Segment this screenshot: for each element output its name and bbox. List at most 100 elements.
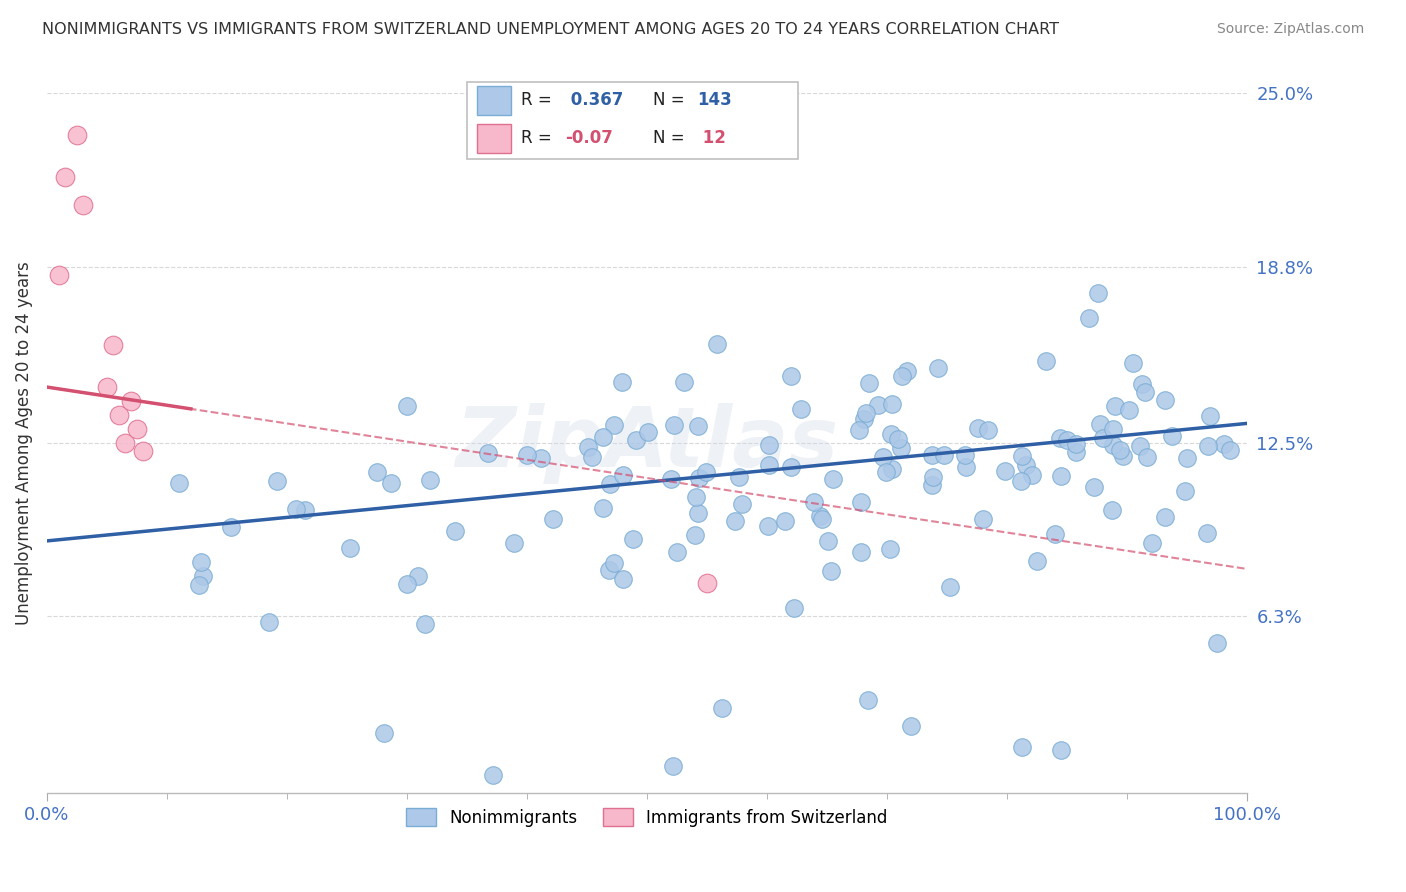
- Nonimmigrants: [685, 490, 707, 504]
- Nonimmigrants: [1035, 354, 1057, 368]
- Immigrants from Switzerland: [696, 575, 718, 590]
- Nonimmigrants: [664, 418, 686, 433]
- Nonimmigrants: [1050, 742, 1073, 756]
- Nonimmigrants: [858, 376, 880, 390]
- Y-axis label: Unemployment Among Ages 20 to 24 years: Unemployment Among Ages 20 to 24 years: [15, 261, 32, 625]
- Nonimmigrants: [848, 423, 870, 437]
- Text: N =: N =: [652, 129, 690, 147]
- Nonimmigrants: [602, 556, 624, 570]
- Nonimmigrants: [868, 398, 890, 412]
- Nonimmigrants: [637, 425, 659, 440]
- Nonimmigrants: [413, 616, 436, 631]
- Nonimmigrants: [1174, 484, 1197, 499]
- Nonimmigrants: [1090, 417, 1112, 432]
- Nonimmigrants: [581, 450, 603, 464]
- Nonimmigrants: [1011, 449, 1033, 463]
- Nonimmigrants: [530, 451, 553, 466]
- Nonimmigrants: [858, 693, 880, 707]
- Legend: Nonimmigrants, Immigrants from Switzerland: Nonimmigrants, Immigrants from Switzerla…: [399, 802, 894, 833]
- Nonimmigrants: [955, 460, 977, 475]
- Nonimmigrants: [477, 446, 499, 460]
- Nonimmigrants: [284, 501, 307, 516]
- Nonimmigrants: [938, 580, 960, 594]
- Nonimmigrants: [821, 472, 844, 486]
- Text: -0.07: -0.07: [565, 129, 613, 147]
- Nonimmigrants: [1219, 442, 1241, 457]
- Nonimmigrants: [921, 478, 943, 492]
- Nonimmigrants: [373, 726, 395, 740]
- Text: NONIMMIGRANTS VS IMMIGRANTS FROM SWITZERLAND UNEMPLOYMENT AMONG AGES 20 TO 24 YE: NONIMMIGRANTS VS IMMIGRANTS FROM SWITZER…: [42, 22, 1059, 37]
- FancyBboxPatch shape: [478, 124, 512, 153]
- Nonimmigrants: [1133, 385, 1156, 400]
- Nonimmigrants: [875, 465, 897, 479]
- Nonimmigrants: [711, 701, 734, 715]
- Immigrants from Switzerland: [120, 394, 142, 409]
- Nonimmigrants: [444, 524, 467, 538]
- Nonimmigrants: [1161, 429, 1184, 443]
- Nonimmigrants: [380, 476, 402, 491]
- Nonimmigrants: [927, 361, 949, 376]
- Nonimmigrants: [758, 437, 780, 451]
- Nonimmigrants: [366, 465, 388, 479]
- Nonimmigrants: [1118, 403, 1140, 417]
- Nonimmigrants: [1077, 310, 1099, 325]
- Nonimmigrants: [1083, 480, 1105, 494]
- Nonimmigrants: [1104, 399, 1126, 413]
- Nonimmigrants: [731, 497, 754, 511]
- Nonimmigrants: [966, 421, 988, 435]
- Nonimmigrants: [1087, 286, 1109, 301]
- Nonimmigrants: [187, 578, 209, 592]
- Nonimmigrants: [1112, 449, 1135, 463]
- Nonimmigrants: [661, 472, 683, 486]
- Nonimmigrants: [266, 474, 288, 488]
- Nonimmigrants: [598, 563, 620, 577]
- Nonimmigrants: [1129, 439, 1152, 453]
- Nonimmigrants: [890, 368, 912, 383]
- Nonimmigrants: [1122, 356, 1144, 370]
- Nonimmigrants: [1199, 409, 1222, 423]
- Nonimmigrants: [790, 401, 813, 416]
- Nonimmigrants: [603, 418, 626, 433]
- Nonimmigrants: [1064, 436, 1087, 450]
- Nonimmigrants: [685, 528, 707, 542]
- Text: R =: R =: [522, 91, 557, 110]
- Nonimmigrants: [779, 460, 801, 475]
- Nonimmigrants: [503, 535, 526, 549]
- Text: 143: 143: [697, 91, 731, 110]
- Nonimmigrants: [612, 573, 634, 587]
- Nonimmigrants: [706, 336, 728, 351]
- Nonimmigrants: [1049, 432, 1071, 446]
- Nonimmigrants: [621, 532, 644, 546]
- Nonimmigrants: [1153, 510, 1175, 524]
- Nonimmigrants: [811, 512, 834, 526]
- Nonimmigrants: [953, 448, 976, 462]
- Nonimmigrants: [817, 534, 839, 549]
- Nonimmigrants: [626, 433, 648, 447]
- Nonimmigrants: [758, 458, 780, 472]
- Nonimmigrants: [900, 719, 922, 733]
- Immigrants from Switzerland: [66, 128, 89, 143]
- Nonimmigrants: [880, 427, 903, 442]
- Nonimmigrants: [1154, 393, 1177, 408]
- Nonimmigrants: [994, 464, 1017, 478]
- Nonimmigrants: [1021, 467, 1043, 482]
- Nonimmigrants: [724, 515, 747, 529]
- Nonimmigrants: [921, 448, 943, 462]
- Nonimmigrants: [1109, 442, 1132, 457]
- Nonimmigrants: [1130, 377, 1153, 392]
- Text: 12: 12: [697, 129, 725, 147]
- Nonimmigrants: [219, 520, 242, 534]
- Nonimmigrants: [1066, 444, 1088, 458]
- Nonimmigrants: [1101, 422, 1123, 436]
- Nonimmigrants: [1101, 438, 1123, 452]
- Nonimmigrants: [882, 397, 904, 411]
- Nonimmigrants: [1206, 636, 1229, 650]
- Nonimmigrants: [541, 512, 564, 526]
- Immigrants from Switzerland: [96, 380, 118, 394]
- Text: R =: R =: [522, 129, 557, 147]
- Nonimmigrants: [1011, 740, 1033, 755]
- Nonimmigrants: [193, 569, 215, 583]
- Nonimmigrants: [890, 441, 912, 455]
- Immigrants from Switzerland: [132, 444, 155, 458]
- Nonimmigrants: [783, 600, 806, 615]
